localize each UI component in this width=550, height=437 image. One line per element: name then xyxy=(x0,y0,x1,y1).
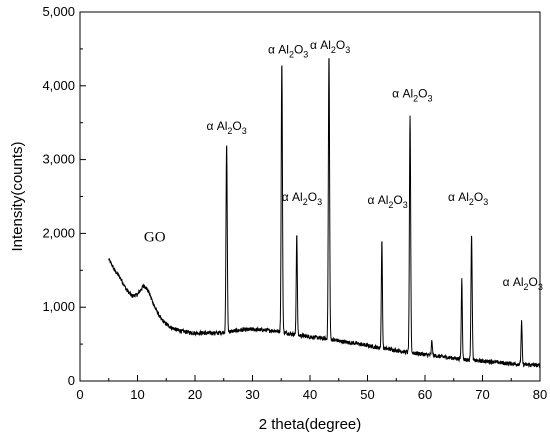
x-tick-label: 10 xyxy=(130,387,144,402)
x-tick-label: 80 xyxy=(533,387,547,402)
annotation-subscript: 3 xyxy=(242,126,247,136)
peak-marker xyxy=(461,279,462,280)
annotation-main: α Al xyxy=(448,190,469,204)
y-tick-label: 2,000 xyxy=(42,225,75,240)
annotation-subscript: 3 xyxy=(317,197,322,207)
annotation-subscript: 2 xyxy=(524,282,529,292)
annotation-main: α Al xyxy=(268,42,289,56)
peak-annotation: α Al2O3 xyxy=(367,193,407,210)
annotation-subscript: 2 xyxy=(289,49,294,59)
annotation-main: α Al xyxy=(367,193,388,207)
y-axis-title: Intensity(counts) xyxy=(9,141,26,251)
annotation-subscript: 3 xyxy=(483,197,488,207)
peak-marker xyxy=(381,240,382,241)
annotation-subscript: 3 xyxy=(345,45,350,55)
annotation-subscript: 2 xyxy=(331,45,336,55)
y-tick-label: 0 xyxy=(68,373,75,388)
x-tick-label: 0 xyxy=(76,387,83,402)
x-tick-label: 50 xyxy=(360,387,374,402)
x-tick-label: 40 xyxy=(303,387,317,402)
x-tick-label: 60 xyxy=(418,387,432,402)
annotation-main: α Al xyxy=(282,190,303,204)
y-tick-label: 5,000 xyxy=(42,4,75,19)
annotation-main: α Al xyxy=(392,87,413,101)
annotation-subscript: 3 xyxy=(427,94,432,104)
y-tick-label: 3,000 xyxy=(42,152,75,167)
go-annotation: GO xyxy=(144,230,166,246)
annotation-subscript: 2 xyxy=(413,94,418,104)
annotation-subscript: 2 xyxy=(303,197,308,207)
annotation-oxygen: O xyxy=(393,193,402,207)
peak-marker xyxy=(328,54,329,55)
annotation-main: α Al xyxy=(503,275,524,289)
annotation-oxygen: O xyxy=(474,190,483,204)
peak-annotation: α Al2O3 xyxy=(206,119,246,136)
peak-marker xyxy=(296,233,297,234)
y-tick-label: 1,000 xyxy=(42,299,75,314)
annotation-subscript: 3 xyxy=(538,282,543,292)
y-tick-label: 4,000 xyxy=(42,78,75,93)
annotation-oxygen: O xyxy=(529,275,538,289)
annotation-oxygen: O xyxy=(336,38,345,52)
peak-annotation: α Al2O3 xyxy=(503,275,543,292)
peak-annotation: α Al2O3 xyxy=(268,42,308,59)
x-tick-label: 20 xyxy=(188,387,202,402)
annotation-oxygen: O xyxy=(418,87,427,101)
peak-annotation: α Al2O3 xyxy=(282,190,322,207)
annotation-subscript: 2 xyxy=(388,200,393,210)
peak-marker xyxy=(410,117,411,118)
annotation-main: α Al xyxy=(206,119,227,133)
annotation-subscript: 2 xyxy=(469,197,474,207)
annotation-main: α Al xyxy=(310,38,331,52)
x-axis-title: 2 theta(degree) xyxy=(259,416,362,433)
annotation-oxygen: O xyxy=(232,119,241,133)
annotation-subscript: 3 xyxy=(303,49,308,59)
x-tick-label: 70 xyxy=(475,387,489,402)
peak-marker xyxy=(521,321,522,322)
annotation-subscript: 2 xyxy=(227,126,232,136)
annotation-oxygen: O xyxy=(294,42,303,56)
peak-marker xyxy=(471,235,472,236)
peak-marker xyxy=(431,340,432,341)
peak-annotation: α Al2O3 xyxy=(392,87,432,104)
peak-annotation: α Al2O3 xyxy=(448,190,488,207)
peak-marker xyxy=(281,61,282,62)
annotation-oxygen: O xyxy=(308,190,317,204)
peak-marker xyxy=(226,143,227,144)
xrd-pattern-line xyxy=(108,58,541,369)
x-tick-label: 30 xyxy=(245,387,259,402)
annotation-subscript: 3 xyxy=(403,200,408,210)
peak-annotation: α Al2O3 xyxy=(310,38,350,55)
